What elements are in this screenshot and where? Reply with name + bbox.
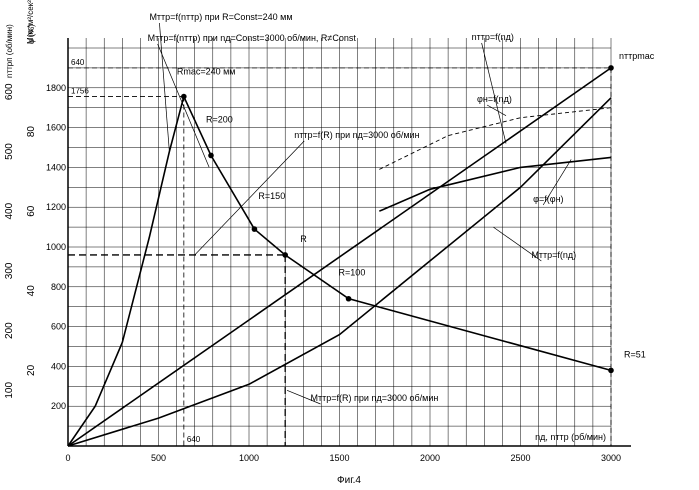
m-tick-label-6: 1400	[46, 162, 66, 172]
point-marker-5	[608, 367, 614, 374]
m-tick-label-3: 800	[51, 282, 66, 292]
callout-leader-4	[481, 42, 507, 144]
callout-5: φн=f(nд)	[477, 94, 512, 104]
point-marker-0	[181, 93, 187, 100]
ref-label-1756: 1756	[71, 87, 89, 96]
point-label-2: R=150	[258, 191, 285, 201]
callout-leader-0	[159, 22, 170, 152]
x-tick-label-0: 0	[65, 453, 70, 463]
point-label-0: Rmac=240 мм	[177, 67, 236, 77]
phi-tick-label-0: 20	[26, 364, 37, 376]
point-label-3: R	[300, 234, 307, 244]
ref-label-640: 640	[71, 58, 85, 67]
callout-leader-6	[542, 159, 572, 206]
tick-labels: 0 500 1000 1500 2000 2500 3000 nд, nттр (об/мин…	[4, 0, 621, 463]
x-tick-label-4: 2000	[420, 453, 440, 463]
callout-leader-1	[157, 43, 210, 168]
callout-3: Mттр=f(R) при nд=3000 об/мин	[311, 393, 439, 403]
figure-caption: Фиг.4	[337, 475, 361, 486]
series-line-2	[67, 67, 612, 447]
n-tick-label-2: 300	[4, 262, 15, 279]
x-tick-label-3: 1500	[329, 453, 349, 463]
m-tick-label-5: 1200	[46, 202, 66, 212]
callout-4: nттр=f(nд)	[472, 32, 514, 42]
series-line-1	[183, 96, 612, 372]
grid	[67, 38, 631, 447]
m-tick-label-1: 400	[51, 361, 66, 371]
callout-leader-7	[493, 226, 542, 262]
callout-2: nттр=f(R) при nд=3000 об/мин	[294, 130, 419, 140]
x-axis-title: nд, nттр (об/мин)	[535, 432, 606, 442]
reference-lines	[68, 67, 612, 446]
phi-tick-label-2: 60	[26, 205, 37, 217]
n-tick-label-4: 500	[4, 143, 15, 160]
m-tick-label-8: 1800	[46, 83, 66, 93]
callout-7: Mттр=f(nд)	[531, 250, 576, 260]
x-tick-label-1: 500	[151, 453, 166, 463]
n-tick-label-1: 200	[4, 322, 15, 339]
callout-leader-5	[486, 104, 507, 116]
phi-tick-label-3: 80	[26, 126, 37, 138]
phi-tick-label-1: 40	[26, 285, 37, 297]
series-line-3	[67, 97, 612, 447]
point-marker-2	[251, 226, 258, 232]
point-marker-4	[345, 295, 352, 302]
series-group	[67, 65, 614, 447]
x-tick-label-5: 2500	[510, 453, 530, 463]
point-label-4: R=100	[339, 268, 366, 278]
n-tick-label-5: 600	[4, 83, 15, 100]
callout-leader-3	[286, 389, 321, 405]
series-line-5	[379, 107, 612, 170]
callout-6: φ=f(φн)	[533, 194, 563, 204]
series-line-4	[378, 156, 612, 212]
callout-0: Mттр=f(nттр) при R=Const=240 мм	[149, 12, 292, 22]
point-label-5: R=51	[624, 349, 646, 359]
n-tick-label-0: 100	[4, 382, 15, 399]
series-line-0	[67, 96, 185, 447]
m-tick-label-0: 200	[51, 401, 66, 411]
callout-leader-2	[194, 140, 305, 256]
point-label-1: R=200	[206, 114, 233, 124]
n-tick-label-3: 400	[4, 202, 15, 219]
point-marker-1	[208, 152, 214, 159]
x-tick-label-2: 1000	[239, 453, 259, 463]
m-tick-label-2: 600	[51, 322, 66, 332]
ref-label-x640: 640	[187, 435, 201, 444]
point-marker-3	[282, 252, 289, 258]
annotations: 640 1756 640 Rmac=240 мм R=200 R=150 R R=100 R=5…	[71, 12, 655, 486]
point-label-6: nттрmac	[619, 51, 655, 61]
m-axis-title: M(кг*м²/сек²)	[26, 0, 35, 44]
point-marker-6	[608, 65, 614, 71]
phi-axis-title: φ (%)	[27, 24, 36, 44]
callout-1: Mттр=f(nттр) при nд=Const=3000 об/мин, R…	[148, 33, 357, 43]
m-tick-label-4: 1000	[46, 242, 66, 252]
n-axis-title: nттрп (об/мин)	[5, 24, 14, 78]
x-tick-label-6: 3000	[601, 453, 621, 463]
m-tick-label-7: 1600	[46, 123, 66, 133]
